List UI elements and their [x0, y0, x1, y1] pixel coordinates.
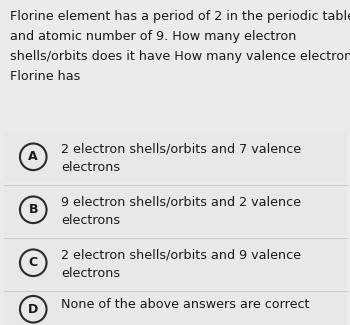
- Text: D: D: [28, 303, 38, 316]
- FancyBboxPatch shape: [4, 185, 346, 235]
- Text: C: C: [29, 256, 38, 269]
- FancyBboxPatch shape: [4, 291, 346, 325]
- Text: 2 electron shells/orbits and 9 valence: 2 electron shells/orbits and 9 valence: [61, 249, 301, 262]
- Text: electrons: electrons: [61, 267, 120, 280]
- Text: 9 electron shells/orbits and 2 valence: 9 electron shells/orbits and 2 valence: [61, 196, 301, 209]
- Text: Florine element has a period of 2 in the periodic table: Florine element has a period of 2 in the…: [10, 10, 350, 23]
- Text: None of the above answers are correct: None of the above answers are correct: [61, 298, 310, 311]
- Text: 2 electron shells/orbits and 7 valence: 2 electron shells/orbits and 7 valence: [61, 143, 301, 156]
- Text: B: B: [28, 203, 38, 216]
- Text: and atomic number of 9. How many electron: and atomic number of 9. How many electro…: [10, 30, 297, 43]
- FancyBboxPatch shape: [4, 238, 346, 288]
- Text: electrons: electrons: [61, 161, 120, 174]
- FancyBboxPatch shape: [4, 132, 346, 182]
- Text: Florine has: Florine has: [10, 70, 81, 83]
- Text: electrons: electrons: [61, 214, 120, 227]
- Text: shells/orbits does it have How many valence electrons: shells/orbits does it have How many vale…: [10, 50, 350, 63]
- Text: A: A: [28, 150, 38, 163]
